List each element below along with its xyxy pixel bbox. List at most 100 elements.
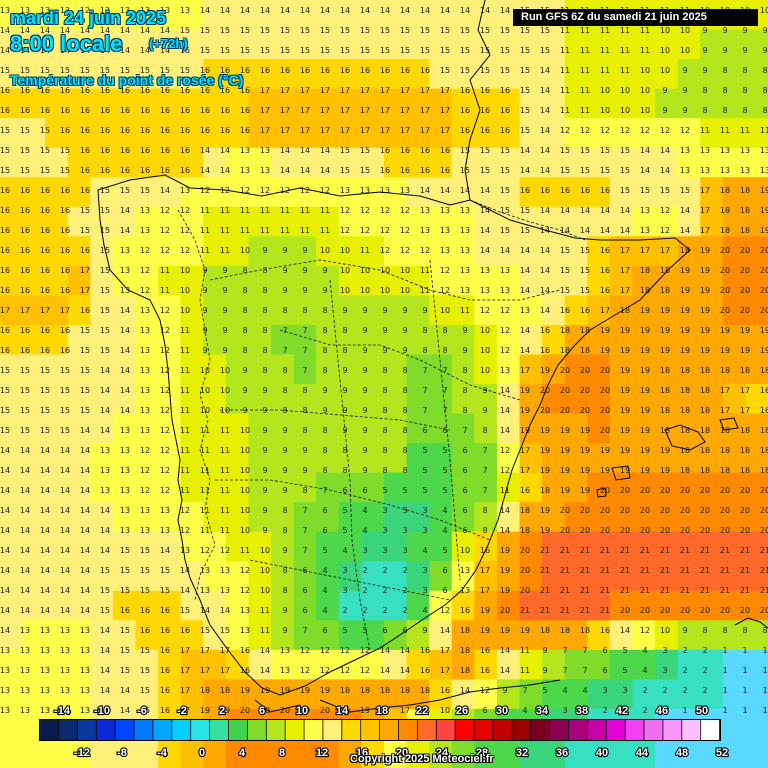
value-label: 12 bbox=[480, 306, 490, 315]
value-label: 15 bbox=[180, 66, 190, 75]
value-label: 13 bbox=[140, 306, 150, 315]
value-label: 15 bbox=[580, 246, 590, 255]
field-cell bbox=[180, 265, 204, 296]
value-label: 9 bbox=[482, 406, 487, 415]
value-label: 15 bbox=[360, 146, 370, 155]
field-cell bbox=[700, 384, 724, 415]
field-cell bbox=[112, 29, 137, 60]
field-cell bbox=[45, 472, 69, 503]
field-cell bbox=[745, 413, 768, 444]
value-label: 16 bbox=[60, 286, 70, 295]
field-cell bbox=[67, 649, 91, 680]
value-label: 19 bbox=[280, 686, 290, 695]
field-cell bbox=[248, 561, 272, 592]
value-label: 14 bbox=[100, 386, 110, 395]
value-label: 14 bbox=[100, 526, 110, 535]
field-cell bbox=[587, 679, 611, 710]
value-label: 18 bbox=[700, 466, 710, 475]
value-label: 21 bbox=[600, 546, 610, 555]
field-cell bbox=[632, 738, 656, 768]
value-label: 10 bbox=[640, 66, 650, 75]
value-label: 15 bbox=[160, 586, 170, 595]
field-cell bbox=[338, 590, 363, 621]
value-label: 16 bbox=[560, 306, 570, 315]
value-label: 8 bbox=[342, 326, 347, 335]
field-cell bbox=[293, 88, 317, 119]
value-label: 14 bbox=[20, 46, 30, 55]
value-label: 15 bbox=[340, 46, 350, 55]
value-label: 7 bbox=[302, 526, 307, 535]
value-label: 18 bbox=[580, 626, 590, 635]
value-label: 8 bbox=[382, 426, 387, 435]
field-cell bbox=[519, 324, 543, 356]
field-cell bbox=[655, 561, 679, 592]
field-cell bbox=[0, 324, 24, 356]
value-label: 13 bbox=[700, 146, 710, 155]
value-label: 14 bbox=[120, 306, 130, 315]
field-cell bbox=[587, 147, 611, 178]
value-label: 15 bbox=[100, 286, 110, 295]
field-cell bbox=[406, 324, 430, 356]
field-cell bbox=[112, 177, 137, 208]
value-label: 15 bbox=[500, 66, 510, 75]
value-label: 9 bbox=[362, 366, 367, 375]
value-label: 15 bbox=[280, 26, 290, 35]
field-cell bbox=[700, 354, 724, 385]
value-label: 14 bbox=[0, 546, 10, 555]
value-label: 13 bbox=[140, 206, 150, 215]
value-label: 3 bbox=[422, 506, 427, 515]
field-cell bbox=[474, 354, 498, 385]
value-label: 18 bbox=[700, 426, 710, 435]
value-label: 20 bbox=[520, 586, 530, 595]
value-label: 21 bbox=[680, 586, 690, 595]
value-label: 13 bbox=[140, 526, 150, 535]
value-label: 9 bbox=[402, 326, 407, 335]
field-cell bbox=[564, 88, 588, 119]
field-cell bbox=[67, 354, 91, 385]
field-cell bbox=[700, 59, 724, 90]
value-label: 16 bbox=[20, 326, 30, 335]
value-label: 14 bbox=[40, 466, 50, 475]
value-label: 13 bbox=[520, 306, 530, 315]
field-cell bbox=[271, 147, 295, 178]
value-label: 9 bbox=[662, 106, 667, 115]
field-cell bbox=[722, 708, 747, 740]
value-label: 6 bbox=[302, 606, 307, 615]
field-cell bbox=[722, 147, 747, 178]
field-cell bbox=[67, 324, 91, 356]
value-label: 14 bbox=[420, 6, 430, 15]
field-cell bbox=[384, 147, 408, 178]
value-label: 18 bbox=[720, 206, 730, 215]
value-label: 15 bbox=[560, 266, 570, 275]
value-label: 19 bbox=[600, 346, 610, 355]
field-cell bbox=[45, 0, 69, 31]
field-cell bbox=[45, 738, 69, 768]
field-cell bbox=[338, 295, 363, 326]
value-label: 11 bbox=[240, 206, 250, 215]
value-label: 13 bbox=[20, 686, 30, 695]
value-label: 13 bbox=[680, 166, 690, 175]
field-cell bbox=[700, 295, 724, 326]
field-cell bbox=[722, 738, 747, 768]
field-cell bbox=[655, 265, 679, 296]
value-label: 2 bbox=[362, 606, 367, 615]
value-label: 14 bbox=[160, 186, 170, 195]
field-cell bbox=[451, 620, 475, 651]
value-label: 1 bbox=[742, 646, 747, 655]
value-label: 12 bbox=[440, 286, 450, 295]
field-cell bbox=[542, 561, 566, 592]
value-label: 15 bbox=[100, 266, 110, 275]
value-label: 8 bbox=[262, 346, 267, 355]
value-label: 8 bbox=[302, 306, 307, 315]
value-label: 2 bbox=[642, 686, 647, 695]
field-cell bbox=[22, 59, 46, 90]
field-cell bbox=[542, 236, 566, 267]
field-cell bbox=[361, 531, 385, 562]
field-cell bbox=[429, 502, 453, 533]
value-label: 14 bbox=[480, 186, 490, 195]
value-label: 19 bbox=[700, 286, 710, 295]
value-label: 7 bbox=[302, 506, 307, 515]
field-cell bbox=[0, 177, 24, 208]
value-label: 9 bbox=[742, 46, 747, 55]
